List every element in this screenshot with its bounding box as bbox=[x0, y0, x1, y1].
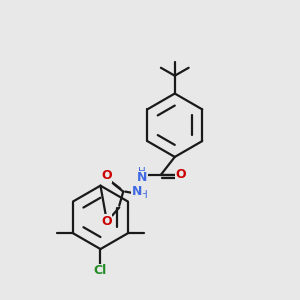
Text: O: O bbox=[101, 215, 112, 228]
Text: O: O bbox=[101, 169, 112, 182]
Text: H: H bbox=[140, 190, 148, 200]
Text: N: N bbox=[137, 171, 147, 184]
Text: O: O bbox=[176, 168, 186, 181]
Text: Cl: Cl bbox=[94, 264, 107, 278]
Text: H: H bbox=[138, 167, 146, 177]
Text: N: N bbox=[132, 185, 142, 198]
